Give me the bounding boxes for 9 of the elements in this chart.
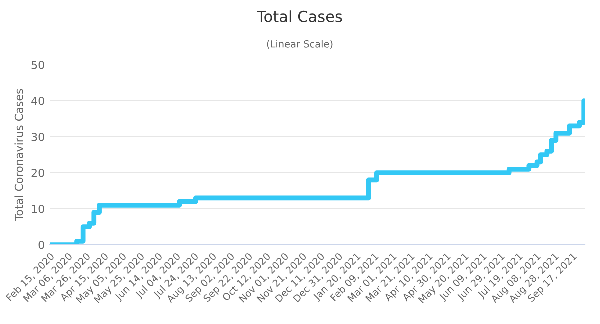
chart-title: Total Cases — [257, 10, 342, 22]
chart-subtitle: (Linear Scale) — [267, 40, 333, 49]
y-tick-label: 30 — [32, 132, 44, 142]
y-tick-label: 20 — [32, 168, 44, 178]
y-axis-title: Total Coronavirus Cases — [14, 89, 24, 222]
y-tick-label: 10 — [32, 204, 44, 214]
y-tick-label: 0 — [38, 240, 44, 250]
y-tick-label: 40 — [32, 96, 44, 106]
y-tick-label: 50 — [32, 60, 44, 70]
